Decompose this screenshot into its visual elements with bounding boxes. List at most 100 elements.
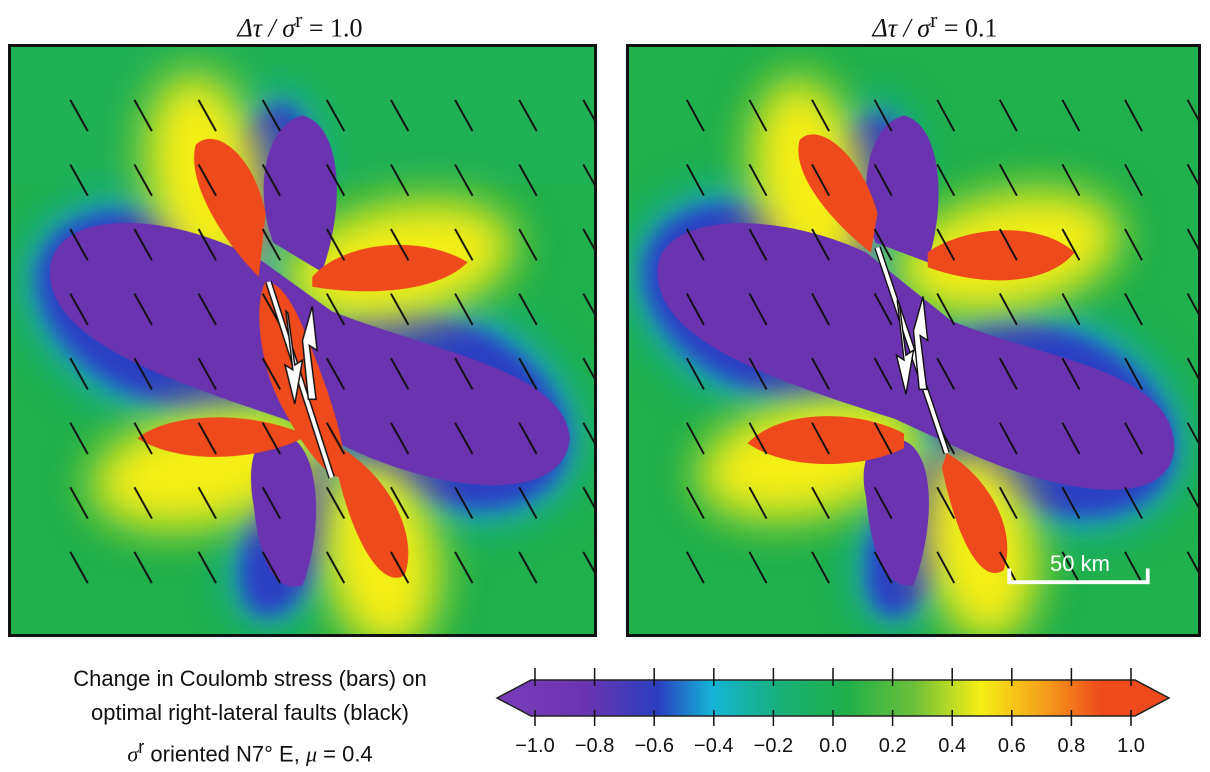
fault-tick: [518, 422, 538, 455]
colorbar-tick-label: −0.6: [634, 735, 673, 757]
fault-tick: [133, 228, 153, 261]
fault-tick: [454, 551, 474, 584]
fault-tick: [873, 551, 893, 584]
fault-tick: [261, 357, 281, 390]
fault-tick: [582, 163, 594, 186]
fault-tick: [811, 228, 830, 261]
fault-tick: [998, 228, 1018, 261]
scale-bar-label: 50 km: [1050, 551, 1110, 576]
fault-tick: [582, 422, 594, 444]
fault-tick: [69, 357, 89, 390]
fault-tick: [811, 422, 830, 455]
fault-tick: [390, 99, 410, 132]
fault-tick: [873, 99, 893, 132]
fault-tick: [1186, 228, 1198, 251]
fault-tick: [748, 357, 768, 390]
fault-tick: [686, 486, 705, 520]
fault-tick: [998, 357, 1018, 390]
fault-tick: [325, 99, 346, 132]
fault-tick: [873, 486, 893, 520]
fault-tick: [325, 486, 346, 520]
fault-tick: [518, 486, 538, 520]
fault-tick: [936, 357, 956, 390]
fault-tick: [69, 228, 89, 261]
colorbar-caption-line2: optimal right-lateral faults (black): [91, 700, 409, 725]
fault-tick: [197, 357, 217, 390]
fault-tick: [133, 99, 153, 132]
fault-tick: [1061, 357, 1081, 390]
fault-tick: [582, 99, 594, 121]
fault-tick: [748, 228, 768, 261]
fault-tick: [518, 99, 538, 132]
fault-tick: [69, 99, 89, 132]
fault-tick: [1124, 163, 1143, 197]
fault-tick: [936, 486, 956, 520]
fault-tick: [998, 486, 1018, 520]
fault-tick: [686, 422, 705, 455]
fault-tick: [936, 163, 956, 197]
fault-tick: [261, 486, 281, 520]
fault-tick: [748, 293, 768, 326]
fault-tick: [454, 486, 474, 520]
fault-tick: [518, 357, 538, 390]
fault-tick: [261, 551, 281, 584]
fault-tick: [582, 228, 594, 251]
fault-tick: [390, 551, 410, 584]
fault-tick: [582, 551, 594, 573]
fault-tick: [261, 163, 281, 197]
fault-tick: [936, 551, 956, 584]
fault-tick: [133, 422, 153, 455]
fault-tick: [1124, 228, 1143, 261]
fault-tick: [811, 163, 830, 197]
fault-tick: [197, 422, 217, 455]
fault-ticks-left: [69, 99, 594, 584]
fault-tick: [197, 551, 217, 584]
fault-tick: [686, 551, 705, 584]
fault-tick: [325, 422, 346, 455]
fault-tick: [197, 99, 217, 132]
fault-tick: [1124, 486, 1143, 520]
fault-tick: [325, 357, 346, 390]
fault-tick: [1061, 422, 1081, 455]
fault-tick: [261, 99, 281, 132]
fault-tick: [518, 551, 538, 584]
fault-tick: [748, 486, 768, 520]
colorbar-caption-line3: σr oriented N7° E, μ = 0.4: [127, 736, 373, 767]
fault-tick: [325, 293, 346, 326]
fault-tick: [1186, 486, 1198, 509]
colorbar-tick-label: 0.2: [879, 735, 907, 757]
colorbar-tick-label: −0.8: [575, 735, 614, 757]
fault-tick: [390, 357, 410, 390]
colorbar-tick-label: 0.8: [1057, 735, 1085, 757]
fault-tick: [69, 486, 89, 520]
fault-tick: [69, 551, 89, 584]
fault-tick: [1061, 99, 1081, 132]
right-stress-map: [626, 44, 1201, 637]
fault-tick: [1061, 551, 1081, 584]
colorbar-tick-label: −0.4: [694, 735, 733, 757]
fault-tick: [936, 293, 956, 326]
fault-tick: [936, 228, 956, 261]
fault-tick: [197, 228, 217, 261]
fault-tick: [811, 486, 830, 520]
fault-tick: [261, 228, 281, 261]
left-panel-title: Δτ / σr = 1.0: [237, 8, 363, 43]
fault-tick: [811, 551, 830, 584]
fault-tick: [998, 293, 1018, 326]
colorbar-tick-label: −0.2: [754, 735, 793, 757]
fault-tick: [518, 163, 538, 197]
fault-tick: [686, 357, 705, 390]
fault-tick: [873, 163, 893, 197]
fault-tick: [133, 486, 153, 520]
fault-tick: [133, 551, 153, 584]
fault-tick: [1061, 293, 1081, 326]
fault-tick: [69, 163, 89, 197]
fault-tick: [454, 422, 474, 455]
fault-tick: [1124, 293, 1143, 326]
fault-tick: [811, 99, 830, 132]
colorbar: −1.0 −0.8 −0.6 −0.4 −0.2 0.0 0.2 0.4 0.6 0.8 1.0: [495, 668, 1171, 757]
fault-tick: [936, 99, 956, 132]
fault-tick: [998, 551, 1018, 584]
fault-tick: [748, 163, 768, 197]
scale-bar: [1007, 568, 1150, 585]
